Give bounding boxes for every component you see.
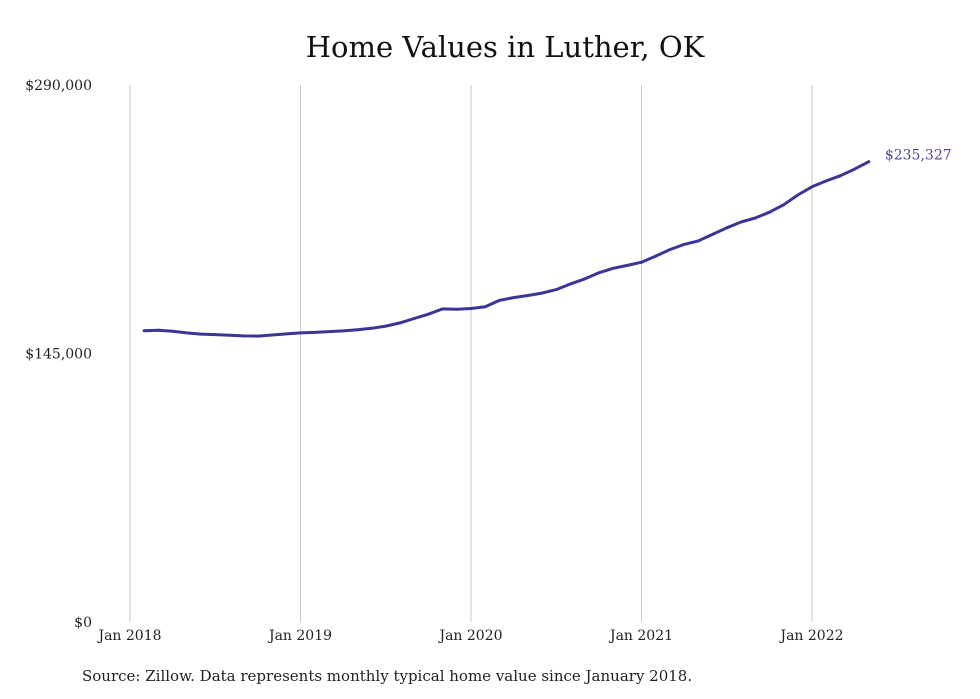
chart-title: Home Values in Luther, OK (305, 30, 705, 64)
data-point (782, 203, 785, 207)
x-tick-label: Jan 2020 (437, 628, 502, 644)
data-point (810, 185, 814, 189)
data-point (455, 307, 459, 311)
data-point (256, 334, 260, 338)
y-tick-label: $290,000 (25, 78, 92, 94)
data-point (668, 248, 672, 252)
data-point (796, 193, 800, 197)
data-point (370, 326, 373, 330)
data-point (327, 330, 331, 333)
data-point (427, 312, 430, 316)
data-point (853, 167, 856, 171)
x-tick-label: Jan 2019 (267, 628, 332, 644)
data-point (569, 282, 572, 286)
data-point (284, 332, 288, 336)
data-point (540, 291, 544, 295)
data-point (725, 226, 729, 230)
data-point (355, 328, 359, 332)
data-point (640, 260, 643, 264)
data-point (142, 329, 146, 333)
data-point (213, 333, 217, 336)
data-point (739, 220, 743, 224)
grid-layer (129, 85, 813, 622)
data-point (597, 271, 601, 275)
data-point (554, 288, 558, 291)
data-point (753, 216, 757, 220)
series-layer: $235,327 (142, 148, 952, 338)
x-axis-ticks: Jan 2018 Jan 2019 Jan 2020 Jan 2021 Jan 2022 (96, 628, 843, 644)
source-note: Source: Zillow. Data represents monthly … (82, 667, 693, 685)
data-point (313, 331, 317, 334)
data-point (867, 160, 871, 164)
x-tick-label: Jan 2021 (608, 628, 673, 644)
data-point (228, 333, 231, 337)
data-point (242, 334, 246, 338)
data-point (625, 264, 629, 267)
data-point (469, 307, 473, 310)
data-point (824, 179, 828, 183)
data-point (483, 305, 487, 309)
data-point (171, 329, 175, 333)
data-point (398, 321, 402, 325)
data-point (341, 329, 345, 333)
data-point (583, 277, 587, 281)
data-point (157, 328, 160, 332)
data-point (526, 294, 530, 297)
data-point (441, 307, 444, 311)
data-point (185, 331, 189, 335)
data-point (498, 299, 501, 302)
data-point (199, 332, 203, 336)
data-point (682, 243, 686, 246)
data-point (711, 233, 714, 236)
y-tick-label: $0 (74, 615, 92, 631)
data-point (384, 324, 388, 328)
y-axis-ticks: $0 $145,000 $290,000 (25, 78, 92, 631)
data-point (299, 331, 302, 335)
end-value-label: $235,327 (885, 148, 952, 164)
x-tick-label: Jan 2018 (96, 628, 161, 644)
data-point (512, 296, 515, 299)
data-point (270, 333, 274, 337)
data-point (611, 266, 615, 270)
data-point (654, 254, 658, 258)
data-point (768, 210, 771, 214)
data-point (412, 317, 416, 320)
series-line (142, 160, 871, 338)
x-tick-label: Jan 2022 (778, 628, 843, 644)
y-tick-label: $145,000 (25, 347, 92, 363)
data-point (696, 239, 700, 243)
data-point (839, 174, 842, 178)
